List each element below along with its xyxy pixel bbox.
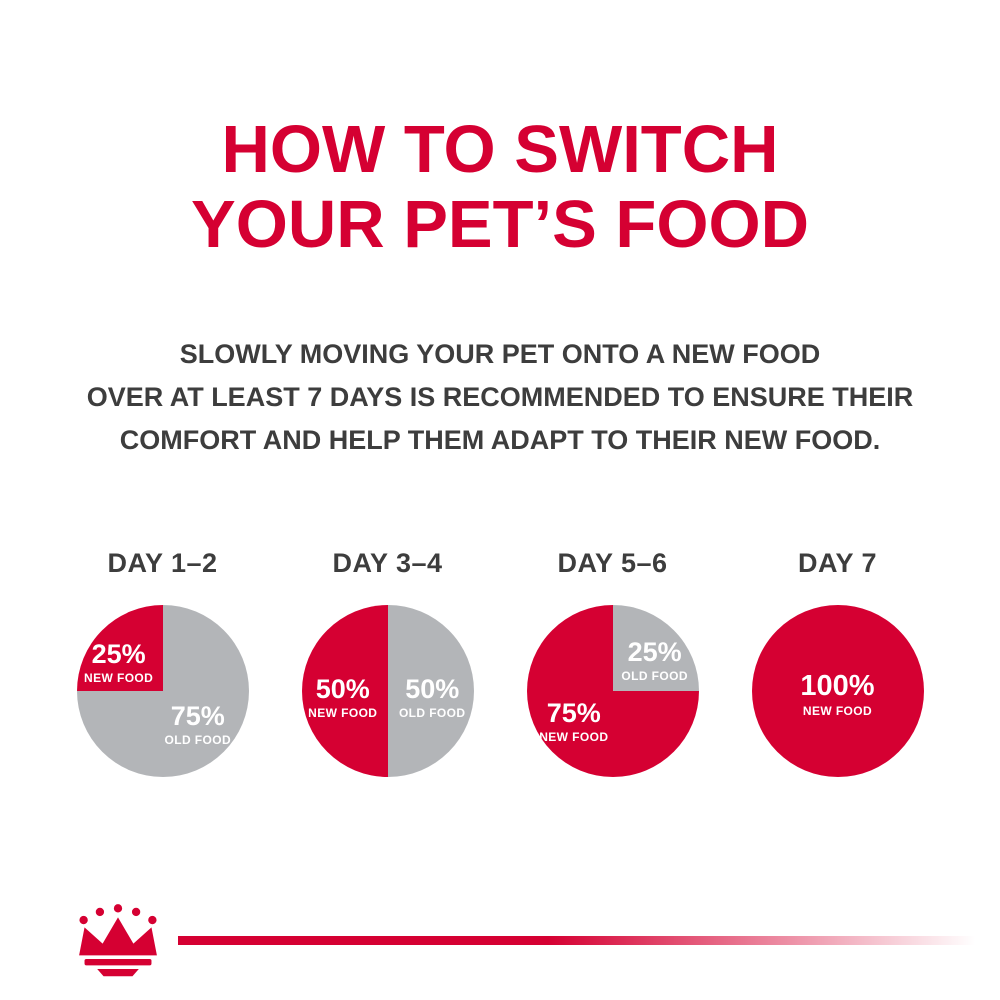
pie-chart-day-3-4: 50% NEW FOOD 50% OLD FOOD: [301, 605, 474, 777]
page-title-line-2: YOUR PET’S FOOD: [191, 187, 809, 263]
slice-percent: 50%: [405, 673, 460, 704]
pie-slice-label-old-food: 50% OLD FOOD: [391, 673, 474, 720]
pie-slice-label-new-food: 25% NEW FOOD: [78, 639, 159, 686]
pie-chart-row: DAY 1–2 25% NEW FOOD 75% OLD FOOD DAY 3–…: [50, 548, 950, 777]
page-title: HOW TO SWITCH YOUR PET’S FOOD: [0, 112, 1000, 262]
page-title-line-1: HOW TO SWITCH: [221, 112, 779, 187]
pie-slice-label-new-food: 100% NEW FOOD: [752, 670, 924, 719]
pie-chart-day-1-2: 25% NEW FOOD 75% OLD FOOD: [76, 605, 249, 777]
slice-percent: 100%: [800, 670, 875, 703]
footer: [0, 898, 1000, 978]
pie-slice-label-old-food: 25% OLD FOOD: [614, 637, 695, 684]
day-label: DAY 1–2: [107, 548, 218, 578]
subtitle-line-2: OVER AT LEAST 7 DAYS IS RECOMMENDED TO E…: [86, 382, 914, 413]
subtitle: SLOWLY MOVING YOUR PET ONTO A NEW FOOD O…: [0, 333, 1000, 463]
footer-ribbon: [178, 936, 1000, 945]
pie-column-day-7: DAY 7 100% NEW FOOD: [725, 548, 950, 777]
slice-percent: 25%: [627, 637, 682, 668]
slice-name: OLD FOOD: [398, 705, 466, 720]
slice-percent: 75%: [170, 701, 225, 732]
slice-percent: 50%: [315, 673, 370, 704]
slice-name: NEW FOOD: [539, 729, 609, 744]
slice-name: OLD FOOD: [164, 733, 232, 748]
pie-slice-label-new-food: 75% NEW FOOD: [528, 697, 619, 744]
slice-name: NEW FOOD: [84, 671, 154, 686]
day-label: DAY 7: [797, 548, 878, 578]
royal-canin-crown-icon: [79, 904, 157, 977]
pie-chart-day-7: 100% NEW FOOD: [751, 605, 924, 777]
subtitle-line-3: COMFORT AND HELP THEM ADAPT TO THEIR NEW…: [119, 425, 881, 456]
pie-slice-label-new-food: 50% NEW FOOD: [302, 673, 385, 720]
slice-percent: 75%: [546, 697, 601, 728]
subtitle-line-1: SLOWLY MOVING YOUR PET ONTO A NEW FOOD: [179, 339, 821, 369]
day-label: DAY 5–6: [557, 548, 668, 578]
pie-chart-day-5-6: 25% OLD FOOD 75% NEW FOOD: [526, 605, 699, 777]
day-label: DAY 3–4: [332, 548, 443, 578]
slice-name: NEW FOOD: [308, 705, 378, 720]
pie-column-day-5-6: DAY 5–6 25% OLD FOOD 75% NEW FOOD: [500, 548, 725, 777]
slice-name: NEW FOOD: [802, 704, 873, 719]
pie-column-day-1-2: DAY 1–2 25% NEW FOOD 75% OLD FOOD: [50, 548, 275, 777]
slice-name: OLD FOOD: [621, 669, 688, 684]
pie-column-day-3-4: DAY 3–4 50% NEW FOOD 50% OLD FOOD: [275, 548, 500, 777]
pie-slice-label-old-food: 75% OLD FOOD: [152, 701, 243, 748]
slice-percent: 25%: [91, 639, 146, 670]
